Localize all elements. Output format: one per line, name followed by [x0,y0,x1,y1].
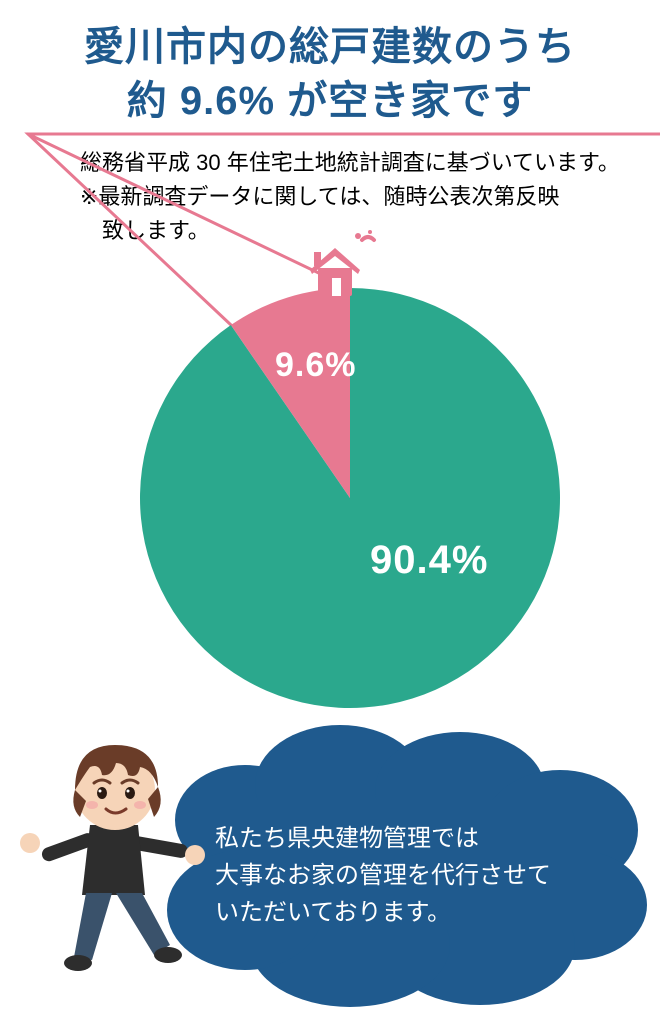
speech-bubble-group: 私たち県央建物管理では 大事なお家の管理を代行させて いただいております。 [0,720,660,1000]
cloud-line2: 大事なお家の管理を代行させて [215,862,551,889]
title-line1: 愛川市内の総戸建数のうち [84,25,576,69]
pie-chart: 9.6% 90.4% [0,248,660,748]
pie-label-vacant: 9.6% [275,346,357,385]
cloud-line3: いただいております。 [215,899,451,926]
subtitle-line2: ※最新調査データに関しては、随時公表次第反映 [80,184,559,209]
house-icon [300,230,390,310]
title-line2: 約 9.6% が空き家です [127,79,533,123]
subtitle-line1: 総務省平成 30 年住宅土地統計調査に基づいています。 [80,150,620,175]
page-title: 愛川市内の総戸建数のうち 約 9.6% が空き家です [0,0,660,128]
cloud-line1: 私たち県央建物管理では [215,825,479,852]
pie-label-occupied: 90.4% [370,538,488,583]
cloud-text: 私たち県央建物管理では 大事なお家の管理を代行させて いただいております。 [215,820,625,932]
